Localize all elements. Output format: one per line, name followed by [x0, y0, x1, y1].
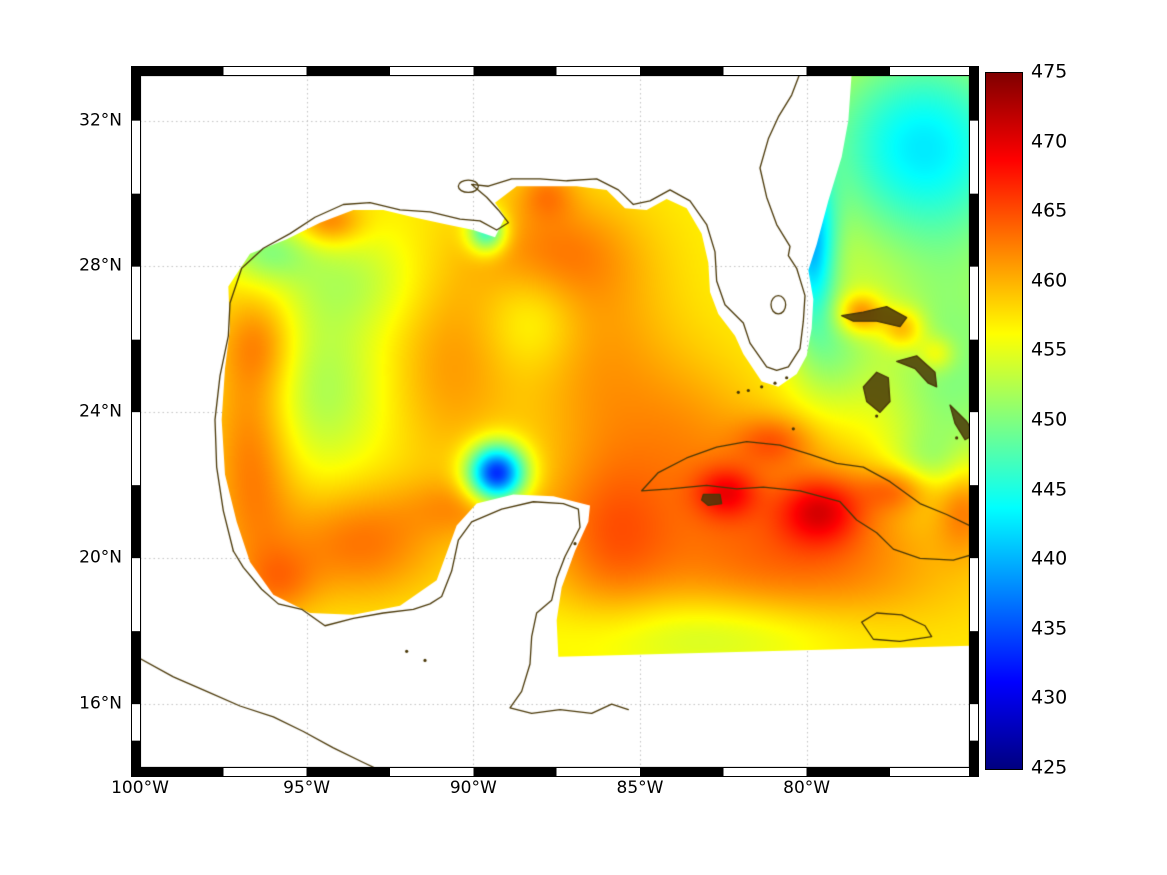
colorbar-tick-label: 475 — [1031, 60, 1068, 83]
colorbar-tick-label: 440 — [1031, 547, 1068, 570]
lon-tick-label: 95°W — [283, 778, 331, 798]
frame-corner-bottom-right — [970, 768, 978, 776]
lon-tick-label: 80°W — [783, 778, 831, 798]
frame-corner-top-right — [970, 67, 978, 75]
frame-band-left — [132, 75, 140, 768]
frame-corner-bottom-left — [132, 768, 140, 776]
colorbar-tick-label: 425 — [1031, 756, 1068, 779]
lat-tick-label: 16°N — [79, 693, 122, 714]
lat-tick-label: 28°N — [79, 255, 122, 276]
map-plot-area — [140, 75, 970, 768]
colorbar-tick-label: 465 — [1031, 199, 1068, 222]
frame-band-top — [132, 67, 978, 75]
colorbar-tick-label: 460 — [1031, 269, 1068, 292]
colorbar-tick-label: 455 — [1031, 338, 1068, 361]
lat-tick-label: 24°N — [79, 401, 122, 422]
frame-band-right — [970, 75, 978, 768]
colorbar-tick-label: 445 — [1031, 478, 1068, 501]
colorbar-tick-label: 450 — [1031, 408, 1068, 431]
lon-tick-label: 100°W — [111, 778, 169, 798]
colorbar-tick-label: 430 — [1031, 686, 1068, 709]
lon-tick-label: 90°W — [449, 778, 497, 798]
colorbar — [985, 72, 1023, 770]
colorbar-tick-label: 470 — [1031, 130, 1068, 153]
lat-tick-label: 32°N — [79, 110, 122, 131]
colorbar-tick-label: 435 — [1031, 617, 1068, 640]
lat-tick-label: 20°N — [79, 547, 122, 568]
lon-tick-label: 85°W — [616, 778, 664, 798]
frame-band-bottom — [132, 768, 978, 776]
frame-corner-top-left — [132, 67, 140, 75]
